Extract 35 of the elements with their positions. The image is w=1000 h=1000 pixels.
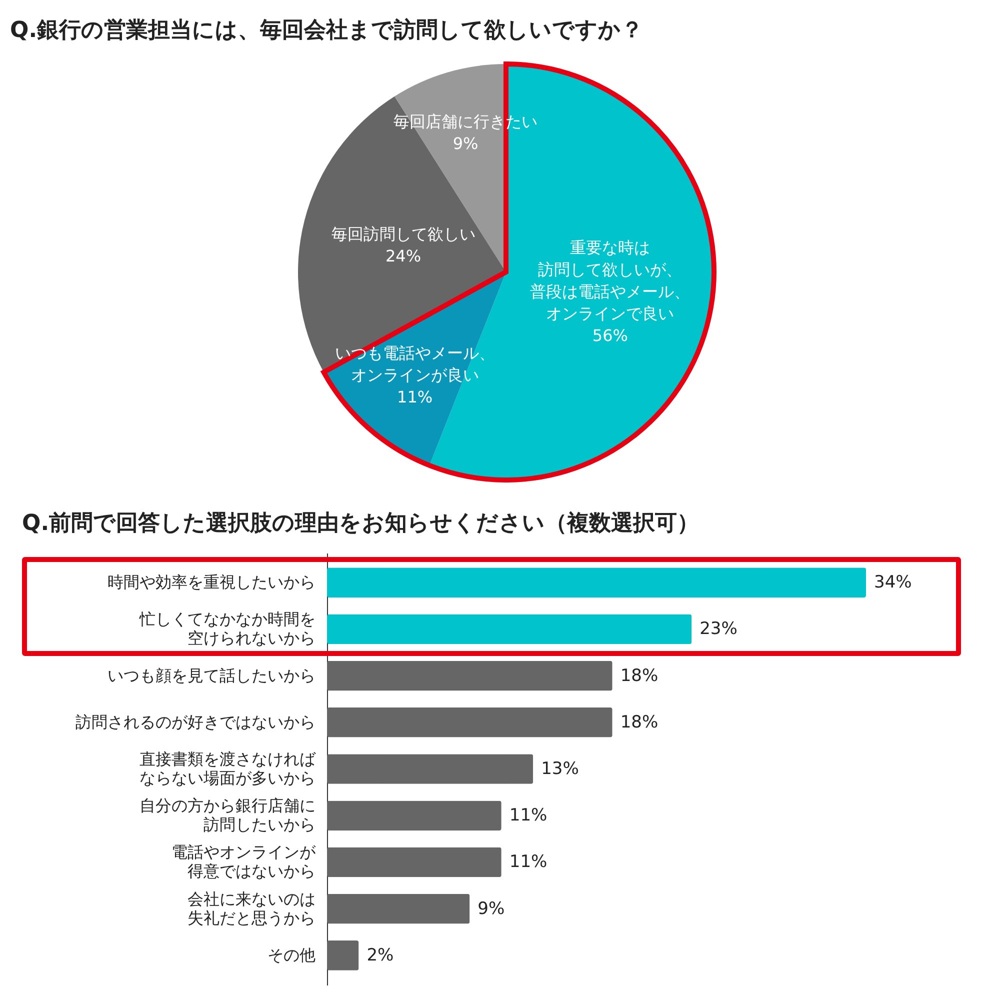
data-label: 18% <box>620 712 658 732</box>
data-label: 23% <box>700 619 738 640</box>
y-tick-label: いつも顔を見て話したいから <box>108 666 316 685</box>
bar <box>327 707 612 738</box>
data-label: 11% <box>397 387 433 406</box>
bar <box>327 614 692 644</box>
chart-title: Q.銀行の営業担当には、毎回会社まで訪問して欲しいですか？ <box>10 17 644 43</box>
data-label: 13% <box>541 759 579 779</box>
data-label: 9% <box>452 134 478 153</box>
y-tick-label: 直接書類を渡さなければならない場面が多いから <box>140 750 316 788</box>
y-tick-label: 会社に来ないのは失礼だと思うから <box>188 889 316 928</box>
slice-label: 毎回訪問して欲しい <box>331 224 476 244</box>
bar <box>327 847 502 878</box>
data-label: 11% <box>509 852 548 872</box>
data-label: 9% <box>478 898 505 919</box>
data-label: 24% <box>385 246 422 266</box>
bar <box>327 754 534 784</box>
bar <box>327 660 612 691</box>
data-label: 2% <box>366 945 394 966</box>
y-tick-label: 自分の方から銀行店舗に訪問したいから <box>140 796 316 834</box>
bar <box>327 894 470 924</box>
bar <box>327 568 866 598</box>
bar <box>327 800 502 831</box>
y-tick-label: 訪問されるのが好きではないから <box>76 712 316 732</box>
data-label: 34% <box>874 572 912 593</box>
bar <box>327 940 359 970</box>
data-label: 11% <box>509 806 548 826</box>
y-tick-label: 電話やオンラインが得意ではないから <box>172 842 316 881</box>
data-label: 18% <box>620 666 658 686</box>
y-tick-label: 時間や効率を重視したいから <box>108 572 316 592</box>
y-tick-label: 忙しくてなかなか時間を空けられないから <box>138 610 316 648</box>
chart-title: Q.前問で回答した選択肢の理由をお知らせください（複数選択可） <box>22 511 700 536</box>
y-tick-label: その他 <box>268 945 316 964</box>
data-label: 56% <box>592 326 628 345</box>
slice-label: 重要な時は訪問して欲しいが、普段は電話やメール、オンラインで良い <box>530 238 690 323</box>
